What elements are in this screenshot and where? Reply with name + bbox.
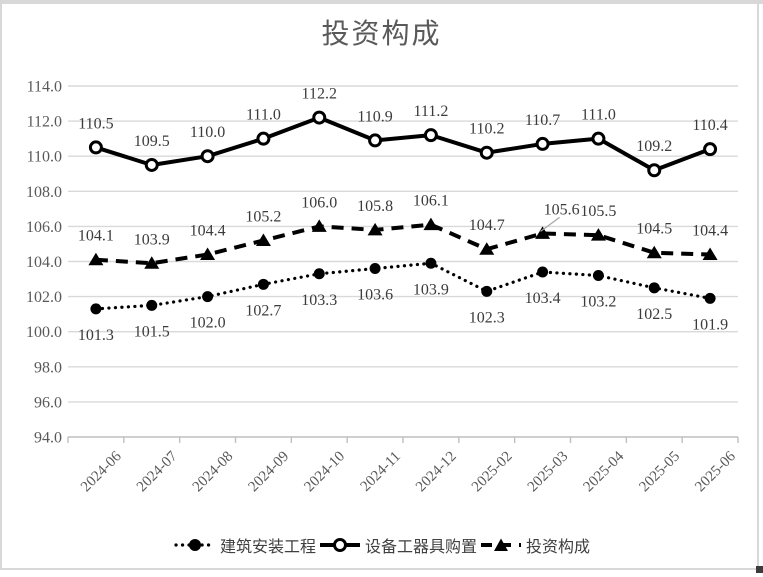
svg-text:2024-11: 2024-11	[358, 449, 404, 495]
legend-label-composition: 投资构成	[526, 539, 591, 556]
svg-text:103.3: 103.3	[301, 292, 337, 309]
svg-text:98.0: 98.0	[34, 359, 62, 376]
svg-text:110.2: 110.2	[469, 121, 504, 138]
svg-text:2024-08: 2024-08	[190, 449, 237, 496]
svg-text:2024-10: 2024-10	[301, 449, 348, 496]
svg-text:104.5: 104.5	[636, 221, 672, 238]
svg-text:105.2: 105.2	[245, 208, 281, 225]
dotted-filled-circle-marker-icon	[174, 539, 216, 551]
svg-text:100.0: 100.0	[26, 324, 62, 341]
svg-text:103.4: 103.4	[525, 290, 561, 307]
chart-title: 投资构成	[321, 19, 442, 50]
svg-text:106.0: 106.0	[26, 219, 62, 236]
series-1-line	[95, 115, 711, 173]
svg-text:104.1: 104.1	[78, 228, 114, 245]
svg-text:106.1: 106.1	[413, 193, 449, 210]
svg-text:110.4: 110.4	[692, 117, 727, 134]
svg-text:104.0: 104.0	[26, 254, 62, 271]
svg-text:102.0: 102.0	[26, 289, 62, 306]
legend-label-construction: 建筑安装工程	[219, 539, 316, 556]
legend-label-equipment: 设备工器具购置	[364, 539, 477, 556]
frame-border-bottom	[0, 568, 763, 570]
svg-text:101.3: 101.3	[78, 327, 114, 344]
svg-text:2024-06: 2024-06	[78, 448, 125, 495]
series-0-line	[94, 261, 712, 311]
svg-text:105.6: 105.6	[544, 201, 580, 218]
svg-text:101.5: 101.5	[134, 323, 170, 340]
svg-text:111.0: 111.0	[246, 107, 281, 124]
svg-text:103.9: 103.9	[134, 231, 170, 248]
frame-border-right	[757, 0, 759, 570]
svg-text:111.2: 111.2	[414, 103, 449, 120]
svg-text:102.5: 102.5	[636, 306, 672, 323]
svg-text:110.0: 110.0	[190, 124, 225, 141]
svg-text:109.5: 109.5	[134, 133, 170, 150]
frame-corner-handle	[756, 566, 763, 573]
svg-text:112.2: 112.2	[302, 86, 337, 103]
svg-text:105.8: 105.8	[357, 198, 393, 215]
svg-text:101.9: 101.9	[692, 316, 728, 333]
svg-text:2024-12: 2024-12	[413, 449, 460, 496]
svg-text:110.9: 110.9	[357, 108, 392, 125]
solid-open-circle-marker-icon	[319, 538, 360, 552]
series-0-markers	[90, 257, 716, 315]
y-axis-labels: 94.0 96.0 98.0 100.0 102.0 104.0 106.0 108.0 110…	[26, 79, 62, 447]
legend-item-equipment: 设备工器具购置	[318, 533, 477, 557]
svg-text:102.3: 102.3	[469, 309, 505, 326]
legend-item-composition: 投资构成	[479, 533, 590, 557]
svg-text:2024-07: 2024-07	[134, 448, 181, 495]
svg-text:110.7: 110.7	[525, 112, 560, 129]
svg-text:96.0: 96.0	[34, 394, 62, 411]
svg-text:110.5: 110.5	[78, 115, 113, 132]
svg-text:105.5: 105.5	[580, 203, 616, 220]
series-0-data-labels: 101.3 101.5 102.0 102.7 103.3 103.6 103.9 102.3…	[78, 281, 728, 344]
series-1-markers	[88, 110, 718, 178]
svg-text:114.0: 114.0	[27, 79, 62, 96]
svg-text:110.0: 110.0	[27, 149, 62, 166]
x-axis	[67, 436, 739, 443]
legend: 建筑安装工程 设备工器具购置 投资构成	[0, 533, 763, 557]
svg-text:103.9: 103.9	[413, 281, 449, 298]
x-axis-labels: 2024-06 2024-07 2024-08 2024-09 2024-10 2024-…	[78, 448, 739, 495]
svg-text:109.2: 109.2	[636, 138, 672, 155]
svg-text:2025-05: 2025-05	[636, 449, 683, 496]
svg-text:102.0: 102.0	[190, 315, 226, 332]
svg-text:103.2: 103.2	[580, 294, 616, 311]
svg-text:2025-04: 2025-04	[581, 448, 628, 495]
frame-border-top	[0, 0, 763, 4]
svg-text:103.6: 103.6	[357, 287, 393, 304]
svg-text:108.0: 108.0	[26, 184, 62, 201]
svg-text:2025-06: 2025-06	[692, 448, 739, 495]
dashed-filled-triangle-marker-icon	[481, 538, 521, 551]
frame-border-left	[0, 0, 2, 570]
series-2-line	[95, 222, 711, 266]
svg-text:106.0: 106.0	[301, 194, 337, 211]
svg-text:104.7: 104.7	[469, 217, 505, 234]
series-2-markers	[88, 217, 718, 269]
svg-text:111.0: 111.0	[581, 107, 616, 124]
svg-text:104.4: 104.4	[692, 222, 728, 239]
svg-text:2024-09: 2024-09	[246, 449, 293, 496]
svg-text:104.4: 104.4	[190, 222, 226, 239]
series-2-data-labels: 104.1 103.9 104.4 105.2 106.0 105.8 106.1 104.7…	[78, 193, 728, 249]
svg-text:94.0: 94.0	[34, 430, 62, 447]
legend-item-construction: 建筑安装工程	[173, 533, 316, 557]
svg-text:2025-02: 2025-02	[469, 449, 516, 496]
svg-text:2025-03: 2025-03	[525, 449, 572, 496]
svg-text:102.7: 102.7	[245, 302, 281, 319]
series-1-data-labels: 110.5 109.5 110.0 111.0 112.2 110.9 111.2 110.2…	[78, 86, 728, 156]
svg-text:112.0: 112.0	[27, 114, 62, 131]
